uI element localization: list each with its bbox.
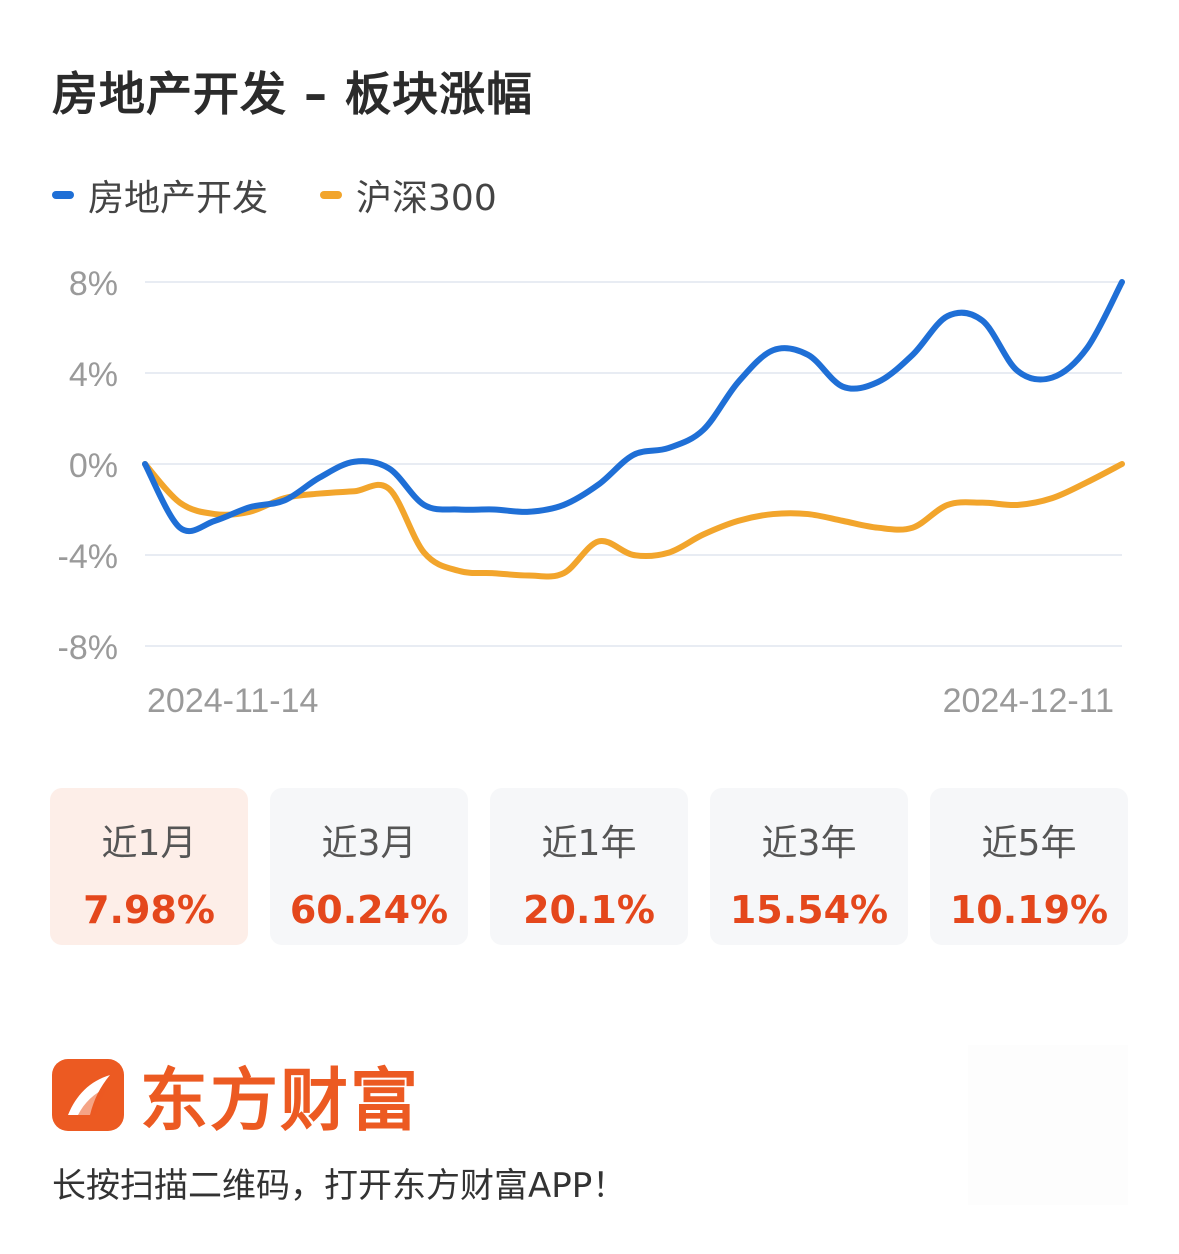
period-tab-1m[interactable]: 近1月 7.98% xyxy=(50,788,248,945)
period-tab-3m[interactable]: 近3月 60.24% xyxy=(270,788,468,945)
y-tick-label: 4% xyxy=(69,356,118,394)
period-label: 近3月 xyxy=(321,823,417,864)
y-tick-label: 8% xyxy=(69,265,118,303)
legend-swatch-index xyxy=(320,191,343,199)
period-tab-5y[interactable]: 近5年 10.19% xyxy=(930,788,1128,945)
period-selector: 近1月 7.98% 近3月 60.24% 近1年 20.1% 近3年 15.54… xyxy=(50,788,1128,945)
legend-item-index[interactable]: 沪深300 xyxy=(320,169,497,221)
footer-note: 长按扫描二维码，打开东方财富APP！ xyxy=(52,1166,627,1206)
legend-label-sector: 房地产开发 xyxy=(88,178,269,219)
period-value: 20.1% xyxy=(523,888,655,932)
qr-code-area[interactable] xyxy=(968,1045,1128,1205)
period-tab-1y[interactable]: 近1年 20.1% xyxy=(490,788,688,945)
x-tick-label-end: 2024-12-11 xyxy=(943,682,1114,720)
east-money-logo-icon xyxy=(52,1058,124,1131)
period-tab-3y[interactable]: 近3年 15.54% xyxy=(710,788,908,945)
period-value: 7.98% xyxy=(83,888,215,932)
legend-label-index: 沪深300 xyxy=(356,178,497,219)
period-label: 近5年 xyxy=(981,823,1077,864)
x-tick-label-start: 2024-11-14 xyxy=(147,682,318,720)
page-title: 房地产开发 – 板块涨幅 xyxy=(52,67,534,121)
brand-name: 东方财富 xyxy=(140,1062,421,1141)
y-tick-label: -8% xyxy=(58,629,118,667)
line-chart[interactable]: 8% 4% 0% -4% -8% 2024-11-14 2024-12-11 xyxy=(0,250,1179,730)
chart-legend: 房地产开发 沪深300 xyxy=(52,170,549,220)
period-label: 近1月 xyxy=(101,823,197,864)
legend-item-sector[interactable]: 房地产开发 xyxy=(52,169,268,221)
period-label: 近1年 xyxy=(541,823,637,864)
y-tick-label: 0% xyxy=(69,447,118,485)
period-label: 近3年 xyxy=(761,823,857,864)
brand-block: 东方财富 xyxy=(50,1045,420,1144)
period-value: 60.24% xyxy=(289,888,449,932)
series-line-sector xyxy=(142,279,1125,535)
y-tick-label: -4% xyxy=(58,538,118,576)
period-value: 15.54% xyxy=(729,888,889,932)
period-value: 10.19% xyxy=(949,888,1109,932)
series-line-index xyxy=(142,461,1125,580)
legend-swatch-sector xyxy=(52,191,74,199)
